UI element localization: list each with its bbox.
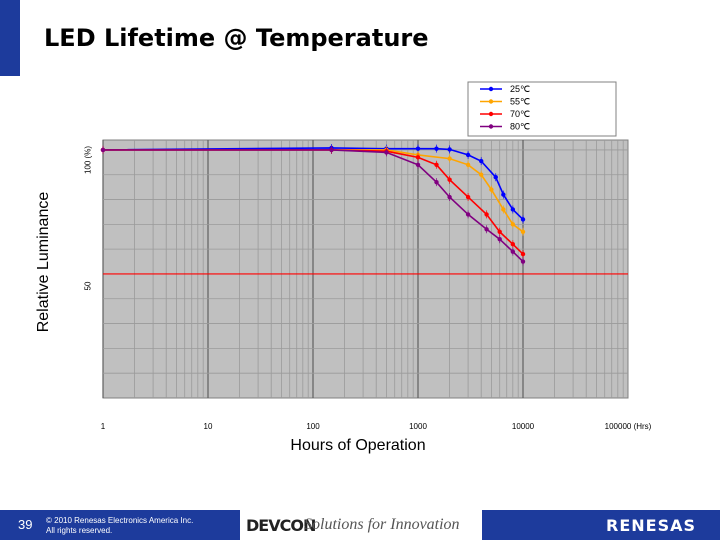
x-tick-label: 100000 (Hrs) xyxy=(605,422,652,431)
series-line-0 xyxy=(102,147,524,220)
copyright-line-1: © 2010 Renesas Electronics America Inc. xyxy=(46,516,194,525)
legend-swatch-marker xyxy=(488,111,494,117)
luminance-chart: 1 10 100 1000 10000 100000 (Hrs) 25℃ 55℃ 70℃ 80℃ xyxy=(101,81,652,431)
legend-box xyxy=(467,81,617,137)
tagline: Solutions for Innovation xyxy=(304,516,460,533)
legend-swatch-marker xyxy=(488,124,494,129)
x-axis-label: Hours of Operation xyxy=(290,437,426,454)
devcon-logo: DEVCON xyxy=(246,516,316,535)
footer: 39 © 2010 Renesas Electronics America In… xyxy=(0,510,720,540)
slide-title: LED Lifetime @ Temperature xyxy=(44,24,429,52)
legend-label: 55℃ xyxy=(510,97,530,107)
x-tick-label: 100 xyxy=(306,422,320,431)
x-tick-label: 10 xyxy=(204,422,213,431)
plot-area xyxy=(102,139,629,399)
footer-left-panel: 39 © 2010 Renesas Electronics America In… xyxy=(0,510,240,540)
legend-label: 70℃ xyxy=(510,109,530,119)
series-line-1 xyxy=(103,149,524,233)
renesas-logo: RENESAS xyxy=(606,516,696,535)
legend-swatch-marker xyxy=(488,99,494,104)
title-accent-bar xyxy=(0,0,20,76)
legend-label: 25℃ xyxy=(510,84,530,94)
slide-number: 39 xyxy=(18,517,33,532)
x-tick-label: 1000 xyxy=(409,422,427,431)
x-tick-label: 1 xyxy=(101,422,106,431)
footer-right-panel: RENESAS xyxy=(482,510,720,540)
legend-swatch-marker xyxy=(488,86,494,92)
legend-label: 80℃ xyxy=(510,122,530,132)
x-tick-label: 10000 xyxy=(512,422,535,431)
copyright-line-2: All rights reserved. xyxy=(46,526,113,535)
copyright-text: © 2010 Renesas Electronics America Inc. … xyxy=(46,516,193,536)
footer-mid-panel: DEVCON Solutions for Innovation xyxy=(240,510,482,540)
